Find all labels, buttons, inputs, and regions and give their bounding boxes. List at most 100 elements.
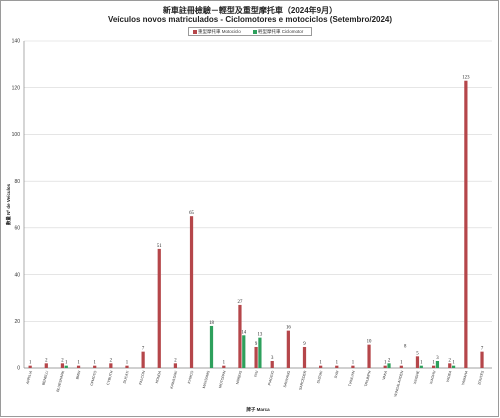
x-tick-label: TRIUMPH — [364, 370, 372, 387]
y-tick-label: 80 — [14, 179, 20, 185]
bar-motociclo — [141, 351, 145, 368]
data-label: 9 — [303, 342, 306, 347]
x-tick-label: KAWASAKI — [170, 370, 179, 389]
bar-motociclo — [93, 365, 97, 368]
data-label: 1 — [126, 361, 129, 366]
chart-title-chinese: 新車註冊檢驗－輕型及重型摩托車（2024年9月） — [162, 6, 338, 15]
bar-motociclo — [399, 365, 403, 368]
x-tick-label: HONDA — [155, 370, 162, 384]
data-label: 1 — [432, 361, 435, 366]
x-tick-label: SANYANG — [283, 370, 291, 388]
bar-motociclo — [157, 248, 161, 368]
y-tick-label: 120 — [12, 85, 21, 91]
bar-motociclo — [464, 80, 468, 368]
data-label: 2 — [449, 358, 452, 363]
y-tick-label: 0 — [17, 366, 20, 372]
x-tick-label: SARCEDER — [298, 370, 307, 391]
chart-legend: 重型摩托車 Motociclo 輕型摩托車 Ciclomotor — [188, 27, 312, 36]
bar-motociclo — [319, 365, 323, 368]
bar-motociclo — [270, 360, 274, 368]
x-tick-label: BENELLI — [41, 370, 49, 385]
x-tick-label: FALCON — [138, 370, 146, 385]
data-label: 3 — [436, 356, 439, 361]
x-tick-label: BMW — [75, 370, 81, 380]
bar-motociclo — [125, 365, 129, 368]
bar-motociclo — [431, 365, 436, 368]
data-label: 1 — [352, 361, 355, 366]
bar-motociclo — [189, 216, 194, 368]
x-tick-label: BLUESHARK — [56, 370, 66, 393]
data-label: 8 — [404, 344, 407, 349]
y-axis-title: 數量 Nº de Veículos — [5, 183, 12, 225]
bar-motociclo — [415, 356, 420, 368]
x-tick-label: TIANLIAN — [348, 370, 356, 387]
data-label: 1 — [65, 361, 68, 366]
x-tick-label: XIAOHU — [429, 370, 437, 385]
bar-ciclomotor — [258, 337, 262, 368]
bar-ciclomotor — [419, 365, 423, 368]
data-label: 16 — [286, 326, 291, 331]
legend-item-motociclo: 重型摩托車 Motociclo — [193, 29, 241, 35]
data-label: 10 — [367, 340, 372, 345]
y-tick-label: 140 — [12, 39, 21, 45]
data-label: 1 — [384, 361, 387, 366]
bar-ciclomotor — [242, 335, 246, 368]
data-label: 2 — [61, 358, 64, 363]
bar-motociclo — [109, 363, 113, 368]
bar-ciclomotor — [451, 365, 456, 368]
data-label: 1 — [77, 361, 80, 366]
bar-ciclomotor — [64, 365, 68, 368]
x-tick-label: CFMOTO — [90, 370, 98, 386]
bar-motociclo — [173, 363, 178, 368]
data-label: 13 — [258, 333, 263, 338]
bar-motociclo — [28, 365, 32, 368]
x-tick-label: CYBUTH — [106, 370, 114, 386]
data-label: 18 — [209, 321, 214, 326]
data-label: 1 — [336, 361, 339, 366]
bar-ciclomotor — [387, 363, 391, 368]
data-label: 1 — [223, 361, 226, 366]
x-tick-label: DUCATI — [123, 370, 130, 384]
x-tick-label: NIMBUS — [235, 370, 243, 385]
data-label: 3 — [271, 356, 274, 361]
legend-item-ciclomotor: 輕型摩托車 Ciclomotor — [253, 29, 303, 35]
data-label: 1 — [452, 361, 455, 366]
data-label: 14 — [241, 330, 246, 335]
bar-motociclo — [44, 363, 48, 368]
bar-motociclo — [254, 346, 258, 368]
data-label: 65 — [189, 211, 194, 216]
data-label: 51 — [157, 244, 162, 249]
data-label: 7 — [142, 347, 145, 352]
bar-motociclo — [238, 304, 242, 368]
bar-motociclo — [351, 365, 355, 368]
legend-swatch-ciclomotor — [253, 30, 257, 34]
x-tick-label: APRILIA — [26, 370, 34, 385]
data-label: 2 — [174, 358, 177, 363]
x-tick-label: YADEA — [446, 370, 453, 383]
bar-motociclo — [335, 365, 339, 368]
x-axis-title: 牌子 Marca — [246, 406, 270, 413]
data-label: 1 — [94, 361, 97, 366]
y-tick-label: 40 — [14, 272, 20, 278]
x-tick-label: NIU — [253, 370, 259, 377]
legend-swatch-motociclo — [193, 30, 197, 34]
x-tick-label: XINGHE — [413, 370, 421, 385]
x-tick-label: KYMCO — [187, 370, 194, 384]
bar-motociclo — [60, 363, 65, 368]
bar-motociclo — [480, 351, 484, 368]
y-tick-label: 20 — [14, 319, 20, 325]
bar-motociclo — [383, 365, 387, 368]
data-label: 7 — [481, 347, 484, 352]
x-tick-label: MAXSUMS — [202, 370, 211, 389]
bar-ciclomotor — [435, 360, 440, 368]
x-tick-label: VAKA — [382, 370, 388, 381]
data-label: 2 — [110, 358, 113, 363]
x-tick-label: SUZUKI — [316, 370, 323, 384]
data-label: 1 — [319, 361, 322, 366]
data-label: 2 — [388, 358, 391, 363]
x-tick-label: ZONTES — [477, 370, 485, 386]
legend-label-ciclomotor: 輕型摩托車 Ciclomotor — [258, 29, 304, 34]
bar-motociclo — [222, 365, 226, 368]
